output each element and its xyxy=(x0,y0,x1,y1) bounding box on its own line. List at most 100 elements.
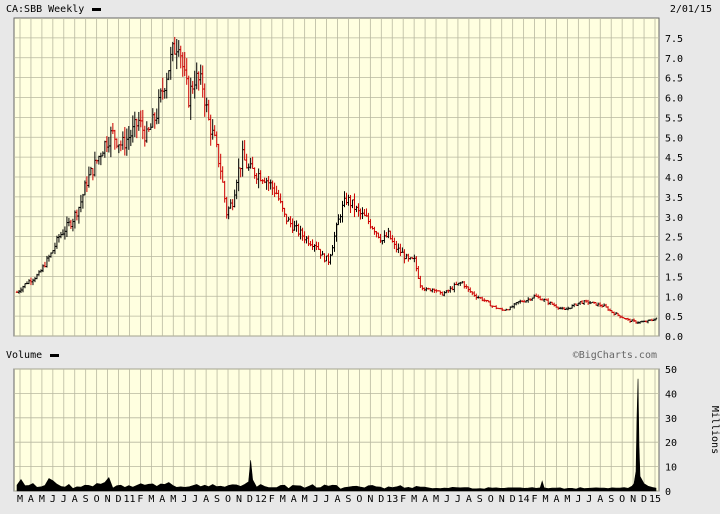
x-tick-label: A xyxy=(159,494,165,505)
price-tick-label: 4.0 xyxy=(665,173,683,184)
x-tick-label: J xyxy=(455,494,461,505)
volume-label: Volume xyxy=(6,350,42,361)
x-tick-label: M xyxy=(433,494,439,505)
x-axis: M A M J J A S O N D 11 F M A M J J A S O N D 12 F M A M J J A S O N D 13 F M… xyxy=(17,494,661,505)
x-tick-label: S xyxy=(477,494,483,505)
x-tick-label: M xyxy=(280,494,286,505)
price-tick-label: 2.0 xyxy=(665,253,683,264)
price-tick-label: 1.0 xyxy=(665,292,683,303)
volume-tick-label: 10 xyxy=(665,463,677,474)
volume-tick-label: 40 xyxy=(665,389,677,400)
legend-swatch-price xyxy=(92,8,101,11)
x-tick-label: N xyxy=(105,494,111,505)
price-tick-label: 5.5 xyxy=(665,113,683,124)
x-tick-label: N xyxy=(499,494,505,505)
price-tick-label: 6.5 xyxy=(665,74,683,85)
x-tick-label: D xyxy=(510,494,516,505)
x-tick-label: O xyxy=(488,494,494,505)
x-tick-label: A xyxy=(28,494,34,505)
x-tick-label: M xyxy=(148,494,154,505)
price-tick-label: 7.0 xyxy=(665,54,683,65)
legend-swatch-volume xyxy=(50,354,59,357)
price-tick-label: 1.5 xyxy=(665,272,683,283)
x-tick-label: S xyxy=(345,494,351,505)
price-grid xyxy=(14,18,659,337)
x-tick-label: F xyxy=(532,494,538,505)
price-tick-label: 5.0 xyxy=(665,133,683,144)
x-tick-label: O xyxy=(94,494,100,505)
x-tick-label: S xyxy=(83,494,89,505)
x-tick-label: A xyxy=(422,494,428,505)
x-tick-label: J xyxy=(586,494,592,505)
x-tick-label: 14 xyxy=(518,494,530,505)
volume-header-bar xyxy=(0,347,720,362)
x-tick-label: N xyxy=(367,494,373,505)
bigcharts-watermark: ©BigCharts.com xyxy=(573,350,657,361)
x-tick-label: A xyxy=(203,494,209,505)
price-tick-label: 0.5 xyxy=(665,312,683,323)
x-tick-label: F xyxy=(400,494,406,505)
x-tick-label: M xyxy=(170,494,176,505)
x-tick-label: N xyxy=(236,494,242,505)
volume-grid xyxy=(14,368,659,492)
x-tick-label: 13 xyxy=(386,494,398,505)
price-tick-label: 2.5 xyxy=(665,233,683,244)
volume-plot-area xyxy=(13,368,660,492)
price-tick-label: 7.5 xyxy=(665,34,683,45)
x-tick-label: J xyxy=(181,494,187,505)
x-tick-label: J xyxy=(444,494,450,505)
x-tick-label: J xyxy=(61,494,67,505)
volume-y-axis-label: Millions xyxy=(709,406,720,454)
x-tick-label: M xyxy=(17,494,23,505)
x-tick-label: F xyxy=(269,494,275,505)
price-tick-label: 0.0 xyxy=(665,332,683,343)
x-tick-label: A xyxy=(597,494,603,505)
x-tick-label: O xyxy=(356,494,362,505)
x-tick-label: O xyxy=(225,494,231,505)
x-tick-label: J xyxy=(192,494,198,505)
x-tick-label: N xyxy=(630,494,636,505)
x-tick-label: J xyxy=(575,494,581,505)
x-tick-label: 11 xyxy=(123,494,135,505)
x-tick-label: 12 xyxy=(255,494,267,505)
x-tick-label: F xyxy=(137,494,143,505)
x-tick-label: J xyxy=(324,494,330,505)
price-series xyxy=(15,36,658,325)
symbol-label: CA:SBB Weekly xyxy=(6,4,84,15)
x-tick-label: M xyxy=(543,494,549,505)
x-tick-label: M xyxy=(564,494,570,505)
volume-area xyxy=(16,378,657,492)
x-tick-label: D xyxy=(641,494,647,505)
x-tick-label: A xyxy=(466,494,472,505)
x-tick-label: J xyxy=(50,494,56,505)
chart-date: 2/01/15 xyxy=(670,4,712,15)
x-tick-label: 15 xyxy=(649,494,661,505)
x-tick-label: M xyxy=(302,494,308,505)
price-tick-label: 6.0 xyxy=(665,94,683,105)
volume-series xyxy=(16,378,657,492)
x-tick-label: A xyxy=(291,494,297,505)
x-tick-label: A xyxy=(334,494,340,505)
price-tick-label: 4.5 xyxy=(665,153,683,164)
volume-tick-label: 0 xyxy=(665,487,671,498)
x-tick-label: M xyxy=(411,494,417,505)
x-tick-label: D xyxy=(378,494,384,505)
x-tick-label: D xyxy=(116,494,122,505)
price-header-bar xyxy=(0,0,720,17)
price-tick-label: 3.0 xyxy=(665,213,683,224)
price-tick-label: 3.5 xyxy=(665,193,683,204)
x-tick-label: J xyxy=(313,494,319,505)
x-tick-label: A xyxy=(553,494,559,505)
volume-tick-label: 20 xyxy=(665,438,677,449)
price-axis: 0.0 0.5 1.0 1.5 2.0 2.5 3.0 3.5 4.0 4.5 5.0 5.5 6.0 6… xyxy=(665,34,683,343)
volume-axis: 0 10 20 30 40 50 xyxy=(665,365,677,498)
volume-tick-label: 30 xyxy=(665,414,677,425)
x-tick-label: S xyxy=(214,494,220,505)
x-tick-label: A xyxy=(72,494,78,505)
volume-tick-label: 50 xyxy=(665,365,677,376)
x-tick-label: S xyxy=(608,494,614,505)
x-tick-label: M xyxy=(39,494,45,505)
x-tick-label: D xyxy=(247,494,253,505)
